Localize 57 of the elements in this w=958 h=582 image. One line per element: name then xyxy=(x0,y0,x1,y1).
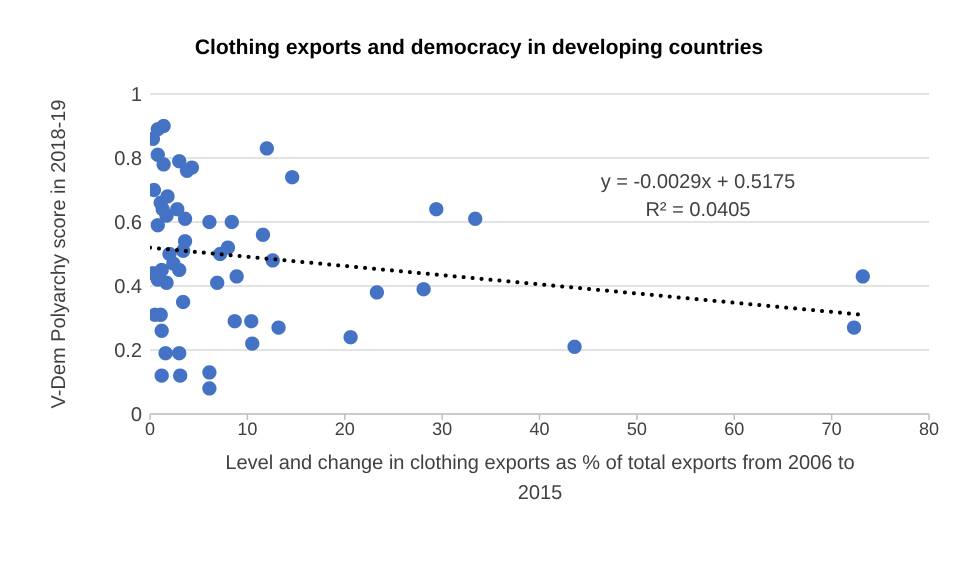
point xyxy=(220,240,236,255)
x-tick-label: 30 xyxy=(432,418,452,439)
y-tick-label: 1 xyxy=(130,84,142,106)
point xyxy=(202,381,217,396)
x-tick-label: 80 xyxy=(918,418,940,439)
chart-title: Clothing exports and democracy in developing countries xyxy=(194,36,764,60)
y-tick-label: 0.8 xyxy=(114,148,142,170)
point xyxy=(202,365,217,380)
point xyxy=(202,214,217,230)
point xyxy=(468,212,482,226)
point xyxy=(567,340,582,354)
point xyxy=(343,330,358,344)
x-tick-label: 10 xyxy=(237,418,258,439)
x-tick-label: 70 xyxy=(822,418,842,439)
point xyxy=(230,269,244,284)
annotation: R² = 0.0405 xyxy=(644,198,752,223)
y-axis-title: V-Dem Polyarchy score in 2018-19 xyxy=(48,99,70,409)
x-tick-label: 40 xyxy=(529,418,550,439)
point xyxy=(173,368,188,383)
point xyxy=(370,285,384,300)
x-tick-label: 20 xyxy=(334,418,355,439)
y-tick-label: 0.4 xyxy=(114,276,142,298)
point xyxy=(856,269,870,284)
x-axis-title: Level and change in clothing exports as % of total exports from 2006 to 2015 xyxy=(224,451,856,506)
point xyxy=(224,214,239,230)
point xyxy=(245,336,260,351)
point xyxy=(846,320,862,335)
point xyxy=(150,218,165,232)
point xyxy=(416,282,431,296)
point xyxy=(178,212,192,226)
point xyxy=(159,276,174,290)
point xyxy=(158,346,173,360)
point xyxy=(172,346,186,360)
point xyxy=(154,368,169,383)
point xyxy=(184,160,200,175)
point xyxy=(176,294,190,310)
point xyxy=(159,208,174,223)
point xyxy=(429,202,444,216)
point xyxy=(244,314,258,328)
point xyxy=(210,276,224,290)
point xyxy=(260,141,274,156)
point xyxy=(172,262,186,278)
x-tick-label: 50 xyxy=(626,418,647,439)
y-tick-label: 0.6 xyxy=(114,212,142,234)
point xyxy=(172,154,186,168)
point xyxy=(256,228,270,242)
point xyxy=(154,324,169,338)
point xyxy=(154,262,169,278)
x-tick-label: 0 xyxy=(144,418,156,439)
annotation: y = -0.0029x + 0.5175 xyxy=(600,170,796,195)
y-tick-label: 0.2 xyxy=(114,340,142,362)
x-tick-label: 60 xyxy=(724,418,744,439)
point xyxy=(156,118,171,134)
point xyxy=(285,170,300,184)
point xyxy=(271,320,286,335)
point xyxy=(156,157,171,172)
point xyxy=(228,314,242,328)
